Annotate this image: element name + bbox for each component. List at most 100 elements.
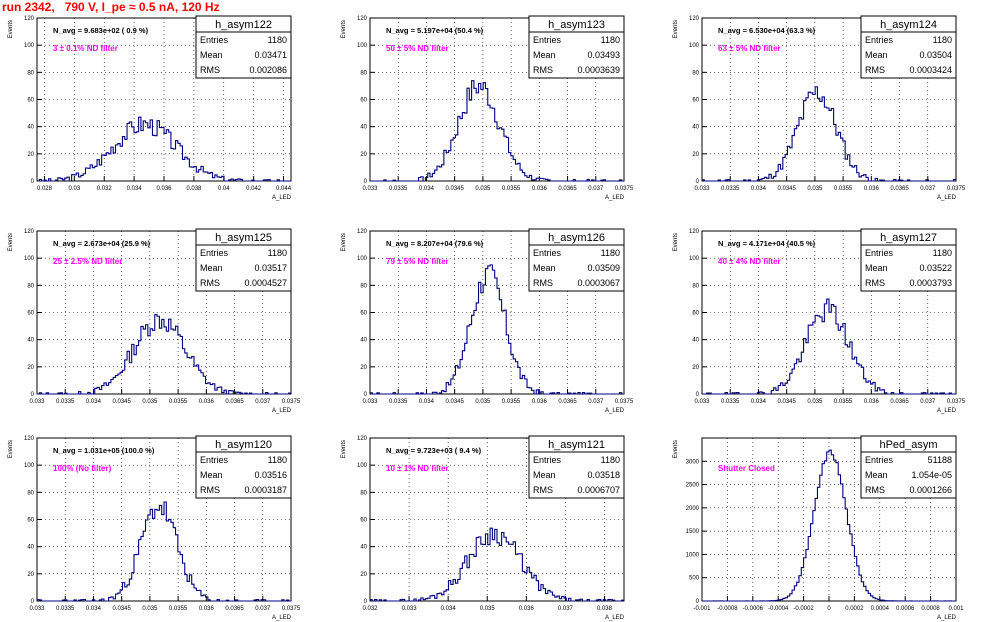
- x-tick-label: 0.034: [419, 399, 435, 405]
- hist-name: h_asym124: [880, 19, 937, 31]
- x-tick-label: 0.0345: [445, 186, 464, 192]
- stats-key: Entries: [865, 248, 894, 258]
- y-tick-label: 60: [360, 98, 367, 104]
- x-tick-label: 0.036: [199, 399, 215, 405]
- x-tick-label: 0.0355: [502, 399, 521, 405]
- filter-label: 63 ± 5% ND filter: [718, 44, 781, 53]
- x-tick-label: 0.034: [86, 606, 102, 612]
- x-tick-label: 0.036: [532, 399, 548, 405]
- run-title: run 2342, 790 V, I_pe ≈ 0.5 nA, 120 Hz: [2, 0, 220, 14]
- y-axis-label: Events: [673, 233, 679, 251]
- histogram-panel: 0.033 0.0335 0.034 0.0345 0.035 0.0355 0.036 0.…: [8, 435, 301, 621]
- x-tick-label: 0.0006: [896, 606, 915, 612]
- stats-box: [528, 435, 625, 499]
- x-tick-label: 0.0355: [169, 606, 188, 612]
- x-tick-label: 0.0365: [225, 606, 244, 612]
- stats-value: 1180: [601, 248, 620, 258]
- stats-value: 0.0003793: [909, 278, 952, 288]
- stats-key: Entries: [865, 455, 894, 465]
- x-tick-label: 0.036: [864, 186, 880, 192]
- y-tick-label: 80: [27, 490, 34, 496]
- x-tick-label: 0.0355: [834, 186, 853, 192]
- stats-key: Mean: [200, 263, 223, 273]
- navg-label: N_avg = 9.683e+02 ( 0.9 %): [53, 26, 149, 35]
- stats-box: [195, 435, 292, 499]
- y-tick-label: 60: [27, 518, 34, 524]
- x-tick-label: 0.033: [362, 399, 378, 405]
- y-tick-label: 120: [689, 16, 700, 22]
- y-tick-label: 80: [692, 70, 699, 76]
- y-tick-label: 20: [27, 572, 34, 578]
- y-tick-label: 40: [27, 125, 34, 131]
- y-tick-label: 0: [696, 599, 700, 605]
- x-tick-label: 0.042: [246, 186, 262, 192]
- y-tick-label: 20: [360, 572, 367, 578]
- navg-label: N_avg = 8.207e+04 (79.6 %): [386, 239, 484, 248]
- y-axis-label: Events: [8, 20, 14, 38]
- stats-key: RMS: [200, 65, 220, 75]
- stats-key: Mean: [200, 50, 223, 60]
- y-tick-label: 120: [357, 16, 368, 22]
- x-tick-label: 0.035: [142, 399, 158, 405]
- x-tick-label: 0.0335: [56, 399, 75, 405]
- stats-value: 0.0003424: [909, 65, 952, 75]
- x-tick-label: 0.0365: [558, 399, 577, 405]
- y-tick-label: 100: [689, 256, 700, 262]
- stats-box: [860, 228, 957, 292]
- histogram-line: [370, 80, 624, 182]
- histogram-panel: 0.028 0.03 0.032 0.034 0.036 0.038 0.04 0.042 0.…: [8, 15, 292, 201]
- x-tick-label: 0.0335: [389, 186, 408, 192]
- y-tick-label: 40: [360, 545, 367, 551]
- stats-value: 1.054e-05: [911, 470, 952, 480]
- x-tick-label: 0.0002: [845, 606, 864, 612]
- stats-value: 0.03517: [254, 263, 287, 273]
- filter-label: 10 ± 1% ND filter: [386, 464, 449, 473]
- y-tick-label: 120: [24, 16, 35, 22]
- x-tick-label: 0.0375: [282, 606, 301, 612]
- stats-key: Entries: [533, 455, 562, 465]
- navg-label: N_avg = 6.530e+04 (63.3 %): [718, 26, 816, 35]
- x-tick-label: 0.0345: [777, 399, 796, 405]
- navg-label: N_avg = 9.723e+03 ( 9.4 %): [386, 446, 482, 455]
- x-tick-label: 0.037: [255, 399, 271, 405]
- stats-key: Mean: [533, 470, 556, 480]
- y-tick-label: 100: [357, 43, 368, 49]
- y-tick-label: 0: [696, 179, 700, 185]
- y-tick-label: 20: [360, 152, 367, 158]
- x-tick-label: 0.035: [475, 186, 491, 192]
- stats-value: 0.0003187: [244, 485, 287, 495]
- stats-box: [528, 228, 625, 292]
- stats-value: 0.0006707: [577, 485, 620, 495]
- y-tick-label: 60: [692, 98, 699, 104]
- stats-value: 1180: [601, 35, 620, 45]
- stats-key: RMS: [533, 65, 553, 75]
- x-tick-label: 0.033: [29, 399, 45, 405]
- stats-key: Entries: [533, 248, 562, 258]
- x-tick-label: 0.033: [402, 606, 418, 612]
- x-tick-label: 0.034: [419, 186, 435, 192]
- y-tick-label: 20: [27, 152, 34, 158]
- x-axis-label: A_LED: [605, 195, 625, 201]
- stats-key: Mean: [533, 50, 556, 60]
- histogram-line: [37, 501, 291, 602]
- stats-key: Mean: [533, 263, 556, 273]
- y-axis-label: Events: [673, 440, 679, 458]
- y-tick-label: 40: [27, 338, 34, 344]
- y-tick-label: 60: [692, 311, 699, 317]
- x-tick-label: 0.037: [920, 399, 936, 405]
- x-tick-label: 0.033: [29, 606, 45, 612]
- stats-value: 0.0004527: [244, 278, 287, 288]
- x-tick-label: 0.033: [362, 186, 378, 192]
- hist-name: h_asym120: [215, 439, 272, 451]
- x-tick-label: 0.0355: [502, 186, 521, 192]
- stats-value: 1180: [933, 35, 952, 45]
- stats-key: Entries: [200, 248, 229, 258]
- y-tick-label: 40: [692, 125, 699, 131]
- y-tick-label: 0: [364, 599, 368, 605]
- x-tick-label: 0.038: [597, 606, 613, 612]
- x-tick-label: 0.034: [751, 186, 767, 192]
- x-tick-label: 0.034: [751, 399, 767, 405]
- x-tick-label: 0.0008: [921, 606, 940, 612]
- stats-value: 0.03471: [254, 50, 287, 60]
